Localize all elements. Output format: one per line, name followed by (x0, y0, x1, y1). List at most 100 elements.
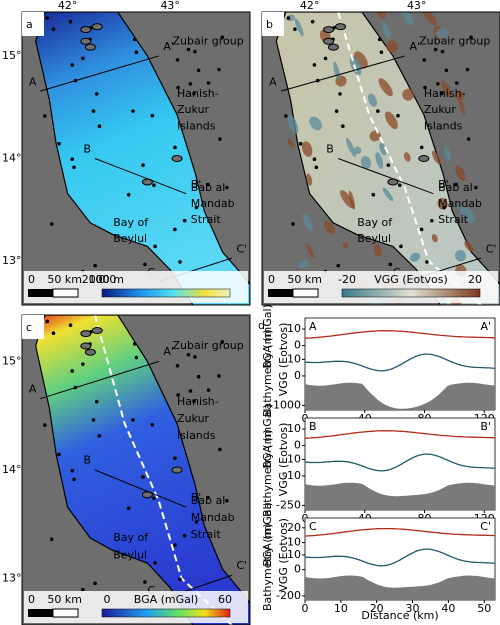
place-name: Bay of (113, 216, 149, 229)
station (178, 260, 182, 264)
station (93, 581, 97, 586)
place-name: Mandab (191, 511, 235, 524)
station (291, 222, 295, 226)
station (323, 56, 328, 61)
place-name: Islands (177, 119, 216, 132)
panel-frame (21, 314, 251, 625)
station (423, 85, 427, 90)
station (178, 577, 182, 582)
island (80, 342, 92, 350)
station (298, 141, 303, 146)
station (186, 352, 191, 357)
station (341, 124, 345, 129)
station (334, 109, 339, 113)
place-name: Strait (438, 213, 469, 226)
vgg-curve (304, 453, 496, 472)
place-name: Zubair group (172, 34, 243, 47)
station (466, 137, 471, 141)
x-tick-label: 50 (477, 602, 491, 615)
station (173, 456, 177, 461)
station (68, 323, 73, 328)
y-tick-label: 0 (294, 563, 301, 576)
bga-curve (304, 430, 496, 439)
station (425, 260, 429, 264)
station (371, 192, 376, 197)
profile-line (337, 158, 434, 195)
colorbar-tick: -20 (338, 273, 356, 286)
anomaly (373, 244, 382, 257)
x-axis-label: Distance (km) (361, 609, 438, 622)
colorbar-tick: 0 (99, 273, 106, 286)
anomaly (458, 96, 466, 116)
place-name: Bab al (191, 181, 226, 194)
station (152, 183, 156, 188)
profile-line (40, 361, 159, 400)
station (70, 157, 75, 162)
place-name: Zukur (177, 103, 210, 116)
y-axis-label: VGG (Eotvos) (277, 518, 290, 592)
station (70, 369, 75, 373)
place-name: Islands (177, 429, 216, 442)
y-tick-label: -10 (283, 469, 301, 482)
station (388, 262, 393, 267)
anomaly (302, 213, 314, 232)
y-axis-label: Bathymetry (m) (261, 523, 274, 611)
scale-white (52, 288, 79, 298)
y-tick-label: 0 (294, 369, 301, 382)
place-name: Strait (191, 528, 222, 541)
colorbar-tick: 0 (104, 593, 111, 606)
y-tick-label: 0 (294, 339, 301, 352)
station (440, 49, 445, 54)
station (97, 434, 102, 438)
profile-start: B (309, 420, 317, 433)
legend-box (264, 271, 498, 303)
anomaly (459, 205, 476, 223)
station (51, 27, 56, 32)
x-tick-label: 30 (406, 602, 420, 615)
station (218, 447, 222, 452)
lat-tick: 13° (2, 254, 22, 267)
station (206, 388, 211, 392)
place-name: Beylul (113, 232, 147, 245)
station (225, 498, 229, 503)
y-tick-label: 10 (287, 452, 301, 465)
station (419, 145, 424, 150)
station (312, 157, 317, 162)
profile-label: A' (163, 40, 174, 53)
anomaly (436, 27, 448, 39)
anomaly (464, 241, 474, 252)
colorbar (101, 288, 231, 298)
profile-start: C (309, 520, 317, 533)
map-body: AA'BB'CC'Zubair groupHanish-ZukurIslands… (262, 12, 500, 305)
station (91, 418, 96, 422)
station (469, 35, 473, 40)
station (386, 163, 391, 167)
anomaly (455, 165, 466, 181)
anomaly (348, 190, 356, 210)
place-name: Islands (424, 119, 463, 132)
y-tick-label: 10 (287, 352, 301, 365)
scale-white (292, 288, 319, 298)
lat-tick: 15° (2, 355, 22, 368)
station (94, 92, 99, 96)
station (220, 339, 225, 344)
station (57, 141, 61, 146)
station (196, 68, 201, 73)
profile-line (94, 158, 187, 195)
bathymetry (305, 482, 495, 510)
station (217, 374, 221, 378)
bathymetry (305, 575, 495, 600)
station (49, 222, 54, 226)
station (150, 113, 155, 118)
station (454, 182, 458, 187)
station (97, 124, 102, 129)
station (206, 182, 210, 187)
profile-label: C (147, 584, 155, 597)
station (153, 561, 157, 565)
station (314, 165, 319, 170)
island (323, 37, 335, 45)
station (286, 16, 291, 20)
station (433, 47, 438, 52)
x-tick-label: 40 (441, 602, 455, 615)
lat-tick: 14° (2, 152, 22, 165)
